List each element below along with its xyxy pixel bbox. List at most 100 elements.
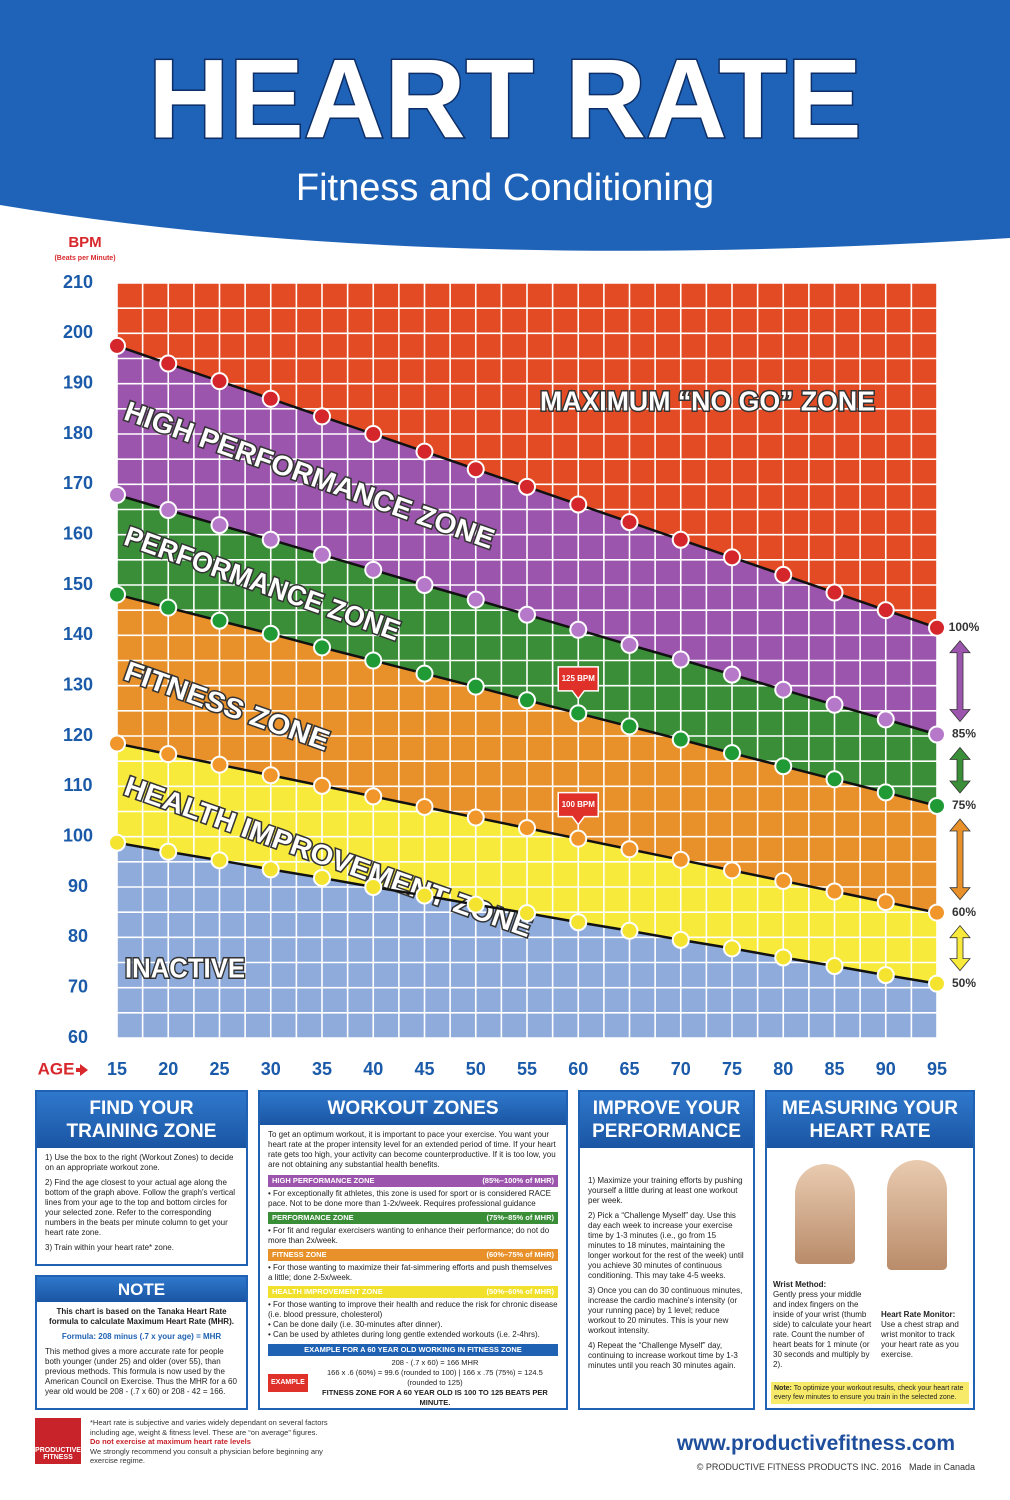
zone-range: (85%–100% of MHR) <box>482 1176 554 1185</box>
zone-name: HIGH PERFORMANCE ZONE <box>272 1176 375 1185</box>
x-tick-label: 90 <box>876 1059 896 1079</box>
data-point <box>415 886 434 905</box>
zone-item: • For fit and regular exercisers wanting… <box>268 1226 550 1245</box>
data-point <box>108 734 126 753</box>
data-point <box>723 861 741 880</box>
x-tick-label: 75 <box>722 1059 742 1079</box>
data-point <box>159 842 178 861</box>
data-point <box>518 477 536 496</box>
x-tick-label: 35 <box>312 1059 332 1079</box>
data-point <box>261 530 280 549</box>
legend-label: 85% <box>952 727 976 741</box>
data-point <box>723 665 741 684</box>
zone-range: (60%–75% of MHR) <box>486 1250 554 1259</box>
callout <box>557 791 599 826</box>
panel-title: MEASURING YOUR HEART RATE <box>767 1092 973 1148</box>
note-intro: This chart is based on the Tanaka Heart … <box>49 1307 234 1326</box>
data-point <box>415 576 434 594</box>
data-point <box>313 638 331 657</box>
data-point <box>671 650 690 669</box>
data-point <box>825 583 844 602</box>
data-point <box>569 704 588 723</box>
list-item: 1) Maximize your training efforts by pus… <box>588 1176 743 1205</box>
note-panel: NOTE This chart is based on the Tanaka H… <box>35 1275 248 1410</box>
data-point <box>620 717 639 736</box>
data-point <box>518 605 536 624</box>
data-point <box>210 851 229 870</box>
zone-item: • For exceptionally fit athletes, this z… <box>268 1189 551 1208</box>
data-point <box>518 819 536 838</box>
example-row: EXAMPLE 208 - (.7 x 60) = 166 MHR 166 x .6… <box>268 1358 558 1408</box>
callout <box>557 666 599 701</box>
data-point <box>928 974 946 993</box>
data-point <box>210 372 229 391</box>
data-point <box>364 651 383 670</box>
data-point <box>569 829 588 848</box>
data-point <box>313 545 331 564</box>
x-tick-label: 20 <box>158 1059 178 1079</box>
zone-item: • For those wanting to maximize their fa… <box>268 1263 553 1282</box>
y-tick-label: 80 <box>68 926 88 946</box>
x-tick-label: 15 <box>107 1059 127 1079</box>
improve-panel: IMPROVE YOUR PERFORMANCE 1) Maximize you… <box>578 1090 755 1410</box>
y-tick-label: 150 <box>63 574 93 594</box>
example-badge: EXAMPLE <box>268 1374 308 1392</box>
y-tick-label: 90 <box>68 876 88 896</box>
x-tick-label: 70 <box>671 1059 691 1079</box>
zone-name: FITNESS ZONE <box>272 1250 327 1259</box>
x-tick-label: 80 <box>773 1059 793 1079</box>
data-point <box>825 770 844 789</box>
data-point <box>261 389 280 408</box>
y-tick-label: 70 <box>68 976 88 996</box>
legend-label: 50% <box>952 976 976 990</box>
x-tick-label: 45 <box>414 1059 434 1079</box>
zone-name: PERFORMANCE ZONE <box>272 1213 354 1222</box>
example-line: 166 x .6 (60%) = 99.6 (rounded to 100) |… <box>327 1368 543 1387</box>
data-point <box>466 677 485 696</box>
x-tick-label: 25 <box>209 1059 229 1079</box>
data-point <box>364 560 383 579</box>
zone-arrow <box>949 818 971 901</box>
find-zone-panel: FIND YOUR TRAINING ZONE 1) Use the box t… <box>35 1090 248 1266</box>
wrist-title: Wrist Method: <box>773 1280 827 1289</box>
x-tick-label: 55 <box>517 1059 537 1079</box>
zone-range: (75%–85% of MHR) <box>486 1213 554 1222</box>
zone-name: HEALTH IMPROVEMENT ZONE <box>272 1287 383 1296</box>
data-point <box>774 948 793 967</box>
zone-arrow <box>949 925 971 972</box>
data-point <box>723 744 741 763</box>
url[interactable]: www.productivefitness.com <box>676 1432 955 1455</box>
data-point <box>108 485 126 504</box>
logo: PRODUCTIVE FITNESS <box>35 1418 81 1464</box>
data-point <box>261 860 280 879</box>
x-tick-label: 30 <box>261 1059 281 1079</box>
data-point <box>466 590 485 609</box>
zone-item: • Can be done daily (i.e. 30-minutes aft… <box>268 1320 443 1329</box>
advice: We strongly recommend you consult a phys… <box>90 1446 323 1466</box>
wrist-text: Gently press your middle and index finge… <box>773 1290 872 1369</box>
title: HEART RATE <box>148 37 861 162</box>
data-point <box>928 618 946 637</box>
zone-header: HEALTH IMPROVEMENT ZONE (50%–60% of MHR) <box>268 1286 558 1298</box>
list-item: 2) Find the age closest to your actual a… <box>45 1178 236 1237</box>
data-point <box>569 913 588 932</box>
x-tick-label: 65 <box>619 1059 639 1079</box>
footer-notes: *Heart rate is subjective and varies wid… <box>90 1418 350 1466</box>
y-tick-label: 130 <box>63 674 93 694</box>
made-in: Made in Canada <box>908 1462 975 1472</box>
data-point <box>466 808 485 827</box>
data-point <box>569 620 588 639</box>
panel-title: IMPROVE YOUR PERFORMANCE <box>580 1092 753 1148</box>
data-point <box>569 495 588 514</box>
data-point <box>928 725 946 744</box>
example-lines: 208 - (.7 x 60) = 166 MHR 166 x .6 (60%) … <box>312 1358 558 1408</box>
data-point <box>774 565 793 584</box>
monitor-title: Heart Rate Monitor: <box>881 1310 956 1319</box>
panel-body: 1) Maximize your training efforts by pus… <box>580 1148 753 1381</box>
legend-label: 75% <box>952 798 976 812</box>
zone-arrow <box>949 640 971 723</box>
y-tick-label: 210 <box>63 272 93 292</box>
data-point <box>723 548 741 567</box>
y-axis-sublabel: (Beats per Minute) <box>54 255 115 262</box>
data-point <box>671 530 690 549</box>
